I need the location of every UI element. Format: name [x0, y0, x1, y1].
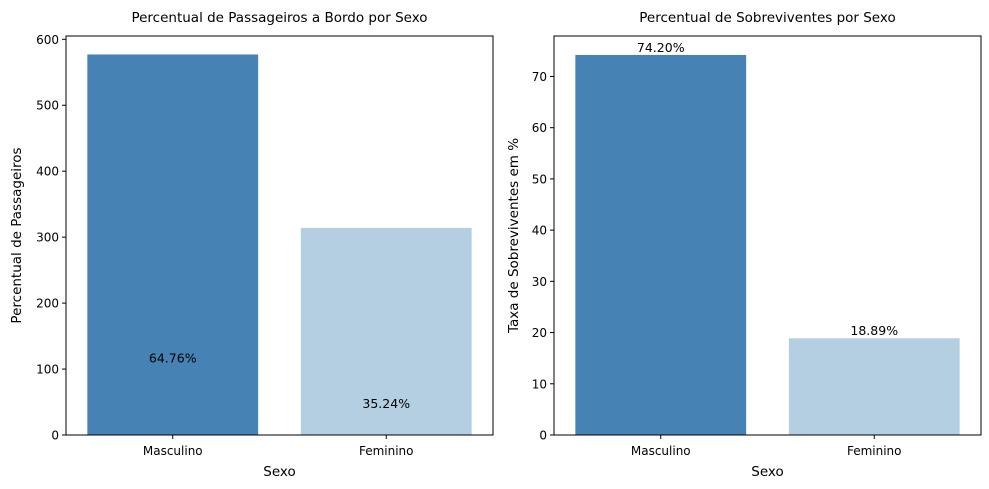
y-tick-label: 100 — [36, 363, 59, 377]
y-axis-label-left: Percentual de Passageiros — [9, 147, 25, 323]
y-tick-label: 400 — [36, 165, 59, 179]
chart-title-right: Percentual de Sobreviventes por Sexo — [639, 10, 895, 26]
chart-left: 0 100 200 300 400 500 600 Masculino Feminino 64… — [9, 10, 494, 480]
data-label: 64.76% — [149, 351, 197, 366]
y-ticks-left: 0 100 200 300 400 500 600 — [36, 33, 66, 443]
bars-right — [575, 54, 960, 435]
y-tick-label: 200 — [36, 297, 59, 311]
y-tick-label: 600 — [36, 33, 59, 47]
y-axis-label-right: Taxa de Sobreviventes em % — [506, 138, 522, 334]
y-tick-label: 50 — [532, 172, 547, 186]
axes-frame-right — [553, 35, 982, 436]
y-tick-label: 0 — [51, 429, 59, 443]
chart-title-left: Percentual de Passageiros a Bordo por Se… — [131, 10, 427, 26]
x-tick-label: Feminino — [847, 444, 902, 458]
y-tick-label: 40 — [532, 224, 547, 238]
x-axis-label-left: Sexo — [263, 464, 295, 480]
y-tick-label: 20 — [532, 326, 547, 340]
y-tick-label: 500 — [36, 99, 59, 113]
data-label: 74.20% — [637, 40, 685, 55]
bar-feminino — [300, 227, 472, 435]
y-tick-label: 60 — [532, 121, 547, 135]
y-ticks-right: 0 10 20 30 40 50 60 70 — [532, 70, 554, 443]
data-labels-right: 74.20% 18.89% — [637, 40, 898, 338]
data-label: 18.89% — [850, 323, 898, 338]
y-tick-label: 0 — [539, 429, 547, 443]
data-label: 35.24% — [362, 396, 410, 411]
y-tick-label: 70 — [532, 70, 547, 84]
x-tick-label: Masculino — [631, 444, 691, 458]
bars-left — [87, 54, 472, 435]
y-tick-label: 30 — [532, 275, 547, 289]
bar-masculino — [87, 54, 259, 435]
bar-masculino — [575, 54, 747, 435]
x-ticks-right: Masculino Feminino — [631, 435, 902, 458]
x-ticks-left: Masculino Feminino — [143, 435, 414, 458]
bar-feminino — [788, 338, 960, 435]
chart-right: 0 10 20 30 40 50 60 70 Masculino Feminino 74.20%… — [506, 10, 982, 480]
data-labels-left: 64.76% 35.24% — [149, 351, 410, 411]
x-tick-label: Masculino — [143, 444, 203, 458]
y-tick-label: 10 — [532, 377, 547, 391]
y-tick-label: 300 — [36, 231, 59, 245]
x-tick-label: Feminino — [359, 444, 414, 458]
axes-frame-left — [65, 35, 494, 436]
x-axis-label-right: Sexo — [751, 464, 783, 480]
